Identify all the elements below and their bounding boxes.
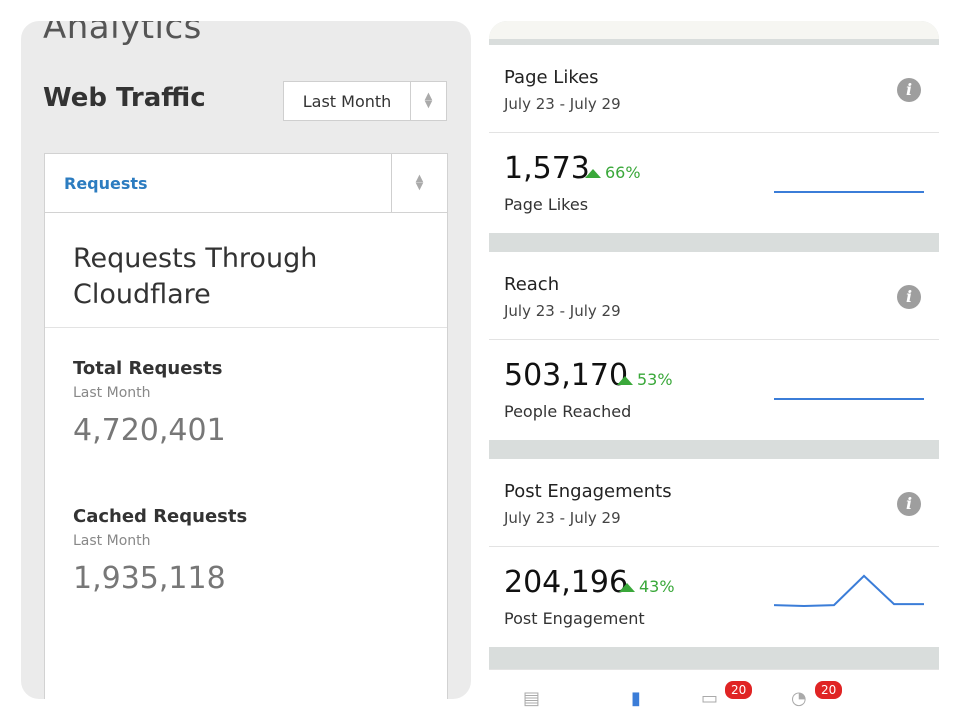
bottom-tab-bar: ▤ ▮ ▭ 20 ◔ 20 xyxy=(489,669,939,720)
trend-sparkline xyxy=(774,191,924,193)
home-icon[interactable]: ▮ xyxy=(631,688,641,709)
stat-value: 4,720,401 xyxy=(73,413,226,448)
notification-badge: 20 xyxy=(725,681,753,699)
notifications-icon[interactable]: ◔ xyxy=(791,688,807,709)
metric-value: 503,170 xyxy=(504,358,629,393)
metric-label: Post Engagement xyxy=(504,609,645,628)
section-body: 204,196 43% Post Engagement xyxy=(489,547,939,647)
change-percent: 43% xyxy=(619,577,675,596)
stat-cached-requests: Cached Requests Last Month 1,935,118 xyxy=(45,506,447,596)
section-header: Reach July 23 - July 29 i xyxy=(489,252,939,340)
panel-top-strip xyxy=(489,21,939,39)
sparkline-path xyxy=(774,574,924,608)
page-title: Analytics xyxy=(43,21,202,47)
stat-total-requests: Total Requests Last Month 4,720,401 xyxy=(45,358,447,448)
cloudflare-analytics-panel: Analytics Web Traffic Last Month ▲ ▼ Requ… xyxy=(21,21,471,699)
section-body: 503,170 53% People Reached xyxy=(489,340,939,440)
section-title: Reach xyxy=(504,274,560,295)
section-body: 1,573 66% Page Likes xyxy=(489,133,939,233)
metric-value: 1,573 xyxy=(504,151,590,186)
stat-value: 1,935,118 xyxy=(73,561,226,596)
section-header: Post Engagements July 23 - July 29 i xyxy=(489,459,939,547)
metric-value: 204,196 xyxy=(504,565,629,600)
trend-sparkline xyxy=(774,574,924,608)
info-icon[interactable]: i xyxy=(897,78,921,102)
storefront-icon[interactable]: ▤ xyxy=(523,688,541,709)
metric-label: Page Likes xyxy=(504,195,589,214)
section-date-range: July 23 - July 29 xyxy=(504,95,621,113)
trend-sparkline xyxy=(774,398,924,400)
select-arrows-icon: ▲ ▼ xyxy=(391,154,447,212)
change-value: 43% xyxy=(639,577,675,596)
page-likes-section[interactable]: Page Likes July 23 - July 29 i 1,573 66%… xyxy=(489,45,939,233)
messages-icon[interactable]: ▭ xyxy=(701,688,719,709)
section-title: Post Engagements xyxy=(504,481,672,502)
stat-period: Last Month xyxy=(73,533,151,549)
metric-select[interactable]: Requests ▲ ▼ xyxy=(45,154,447,213)
stat-label: Total Requests xyxy=(73,358,223,379)
metric-select-value: Requests xyxy=(64,173,148,193)
section-date-range: July 23 - July 29 xyxy=(504,302,621,320)
up-arrow-icon xyxy=(585,169,601,178)
stat-period: Last Month xyxy=(73,385,151,401)
section-title: Web Traffic xyxy=(43,83,206,113)
period-select[interactable]: Last Month ▲ ▼ xyxy=(283,81,447,121)
metric-label: People Reached xyxy=(504,402,632,421)
info-icon[interactable]: i xyxy=(897,285,921,309)
change-percent: 66% xyxy=(585,163,641,182)
card-heading: Requests Through Cloudflare xyxy=(45,213,447,328)
section-title: Page Likes xyxy=(504,67,599,88)
section-header: Page Likes July 23 - July 29 i xyxy=(489,45,939,133)
period-select-value: Last Month xyxy=(302,91,392,111)
change-value: 66% xyxy=(605,163,641,182)
section-date-range: July 23 - July 29 xyxy=(504,509,621,527)
stat-label: Cached Requests xyxy=(73,506,248,527)
info-icon[interactable]: i xyxy=(897,492,921,516)
post-engagements-section[interactable]: Post Engagements July 23 - July 29 i 204… xyxy=(489,459,939,647)
reach-section[interactable]: Reach July 23 - July 29 i 503,170 53% Pe… xyxy=(489,252,939,440)
up-arrow-icon xyxy=(619,583,635,592)
requests-card: Requests ▲ ▼ Requests Through Cloudflare … xyxy=(44,153,448,699)
facebook-insights-panel: Page Likes July 23 - July 29 i 1,573 66%… xyxy=(489,21,939,720)
up-arrow-icon xyxy=(617,376,633,385)
change-value: 53% xyxy=(637,370,673,389)
notification-badge: 20 xyxy=(815,681,843,699)
change-percent: 53% xyxy=(617,370,673,389)
select-arrows-icon: ▲ ▼ xyxy=(410,82,446,120)
